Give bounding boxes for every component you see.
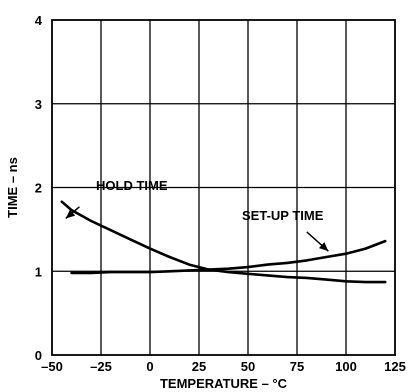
x-tick-label: 75	[290, 359, 304, 374]
annotation-label-set-up-time: SET-UP TIME	[242, 208, 324, 223]
x-tick-label: 125	[384, 359, 406, 374]
annotation-arrowhead-hold-time	[65, 209, 76, 219]
y-tick-label: 1	[35, 264, 42, 279]
x-tick-label: 25	[192, 359, 206, 374]
y-axis-title: TIME – ns	[5, 157, 20, 218]
y-tick-label: 2	[35, 181, 42, 196]
x-tick-label: 100	[335, 359, 357, 374]
x-axis-title: TEMPERATURE – °C	[160, 376, 288, 391]
y-tick-label: 4	[35, 13, 43, 28]
x-tick-label: –25	[90, 359, 112, 374]
plot-area-frame	[51, 19, 396, 356]
series-line-hold-time	[60, 200, 387, 284]
series-line-set-up-time	[70, 239, 387, 275]
x-tick-label: –50	[41, 359, 63, 374]
y-tick-labels: 0 1 2 3 4	[35, 13, 43, 363]
x-tick-label: 50	[241, 359, 255, 374]
y-tick-label: 3	[35, 97, 42, 112]
series-lines	[60, 200, 387, 284]
annotations: HOLD TIME SET-UP TIME	[65, 178, 329, 252]
y-tick-label: 0	[35, 348, 42, 363]
x-tick-labels: –50 –25 0 25 50 75 100 125	[41, 359, 406, 374]
annotation-arrowhead-set-up-time	[318, 242, 329, 252]
annotation-label-hold-time: HOLD TIME	[96, 178, 168, 193]
x-tick-label: 0	[146, 359, 153, 374]
